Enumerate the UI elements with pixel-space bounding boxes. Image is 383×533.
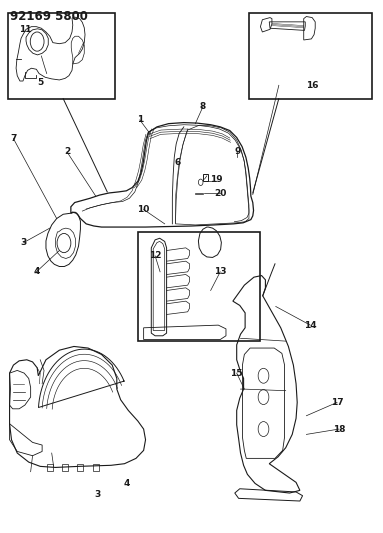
Text: 17: 17 (331, 398, 343, 407)
Text: 8: 8 (200, 102, 206, 111)
Text: 9: 9 (234, 148, 241, 156)
Text: 1: 1 (137, 116, 143, 124)
Text: 3: 3 (21, 238, 27, 247)
Text: 20: 20 (214, 189, 226, 198)
Text: 92169 5800: 92169 5800 (10, 10, 87, 22)
Text: 5: 5 (37, 78, 43, 87)
Text: 7: 7 (10, 134, 16, 143)
Text: 4: 4 (33, 268, 39, 276)
Text: 6: 6 (175, 158, 181, 167)
Text: 12: 12 (149, 252, 161, 260)
Text: 18: 18 (333, 425, 345, 433)
Text: 14: 14 (304, 321, 316, 329)
Text: 4: 4 (123, 480, 129, 488)
Text: 10: 10 (137, 205, 150, 214)
Text: 19: 19 (210, 175, 223, 184)
Text: 13: 13 (214, 268, 226, 276)
Text: 11: 11 (19, 25, 31, 34)
Text: 3: 3 (95, 490, 101, 499)
Text: 2: 2 (64, 148, 70, 156)
Bar (47, 464, 53, 471)
Bar (77, 464, 83, 471)
Text: 15: 15 (231, 369, 243, 377)
Bar (93, 464, 99, 471)
Text: 16: 16 (306, 81, 318, 90)
Bar (62, 464, 68, 471)
